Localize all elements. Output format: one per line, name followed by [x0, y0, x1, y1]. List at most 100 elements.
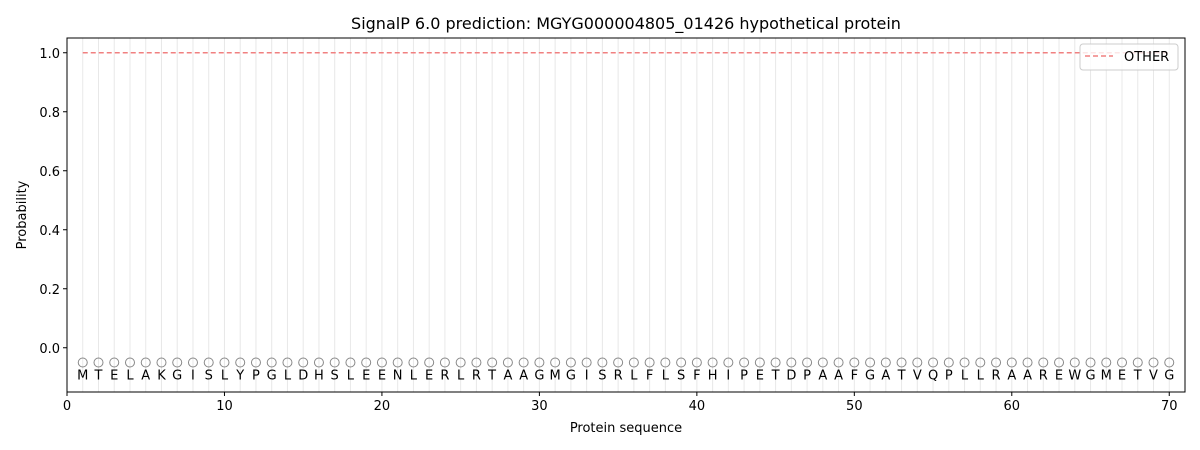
- residue-marker: [361, 357, 372, 368]
- residue-marker: [975, 357, 986, 368]
- y-tick-label: 0.8: [39, 106, 60, 121]
- residue-marker: [1006, 357, 1017, 368]
- residue-marker: [313, 357, 324, 368]
- residue-letter: G: [865, 368, 875, 383]
- residue-marker: [471, 357, 482, 368]
- residue-marker: [928, 357, 939, 368]
- residue-letter: S: [677, 368, 685, 383]
- residue-marker: [1022, 357, 1033, 368]
- residue-letter: G: [1164, 368, 1174, 383]
- residue-marker: [1069, 357, 1080, 368]
- y-tick-label: 0.4: [39, 224, 60, 239]
- residue-marker: [912, 357, 923, 368]
- residue-letter: T: [1133, 368, 1142, 383]
- residue-marker: [754, 357, 765, 368]
- x-tick-label: 20: [374, 399, 391, 414]
- residue-letter: V: [1149, 368, 1158, 383]
- residue-marker: [550, 357, 561, 368]
- residue-marker: [439, 357, 450, 368]
- residue-letter: I: [726, 368, 730, 383]
- residue-marker: [770, 357, 781, 368]
- plot-frame: [66, 37, 1186, 393]
- residue-letter: I: [191, 368, 195, 383]
- x-axis: 0 10 20 30 40 50 60 70: [63, 392, 1178, 414]
- y-tick-label: 0.0: [39, 342, 60, 357]
- residue-marker: [943, 357, 954, 368]
- residue-marker: [723, 357, 734, 368]
- residue-letter: A: [141, 368, 150, 383]
- residue-letter: A: [519, 368, 528, 383]
- residue-letter: E: [1118, 368, 1126, 383]
- residue-letter: E: [756, 368, 764, 383]
- x-tick-label: 50: [846, 399, 863, 414]
- y-axis: 0.0 0.2 0.4 0.6 0.8 1.0: [39, 47, 67, 357]
- x-tick-label: 40: [689, 399, 706, 414]
- y-tick-label: 0.6: [39, 165, 60, 180]
- residue-marker: [880, 357, 891, 368]
- residue-marker: [786, 357, 797, 368]
- residue-marker: [534, 357, 545, 368]
- residue-letter: A: [1007, 368, 1016, 383]
- residue-letter: T: [897, 368, 906, 383]
- residue-marker: [424, 357, 435, 368]
- residue-letter: R: [1039, 368, 1048, 383]
- residue-marker: [124, 357, 135, 368]
- residue-letter: E: [425, 368, 433, 383]
- residue-marker: [392, 357, 403, 368]
- x-tick-label: 60: [1004, 399, 1021, 414]
- residue-marker: [329, 357, 340, 368]
- residue-letter: A: [834, 368, 843, 383]
- residue-letter: L: [126, 368, 134, 383]
- legend-label-other: OTHER: [1124, 50, 1169, 65]
- residue-marker: [266, 357, 277, 368]
- residue-letter: M: [550, 368, 561, 383]
- residue-marker: [1101, 357, 1112, 368]
- residue-marker: [817, 357, 828, 368]
- x-tick-label: 30: [531, 399, 548, 414]
- residue-marker: [1132, 357, 1143, 368]
- residue-letter: P: [252, 368, 260, 383]
- residue-letter: G: [1085, 368, 1095, 383]
- residue-letter: R: [440, 368, 449, 383]
- residue-letter: D: [786, 368, 796, 383]
- residue-marker: [93, 357, 104, 368]
- residue-letter: H: [708, 368, 718, 383]
- residue-marker: [865, 357, 876, 368]
- residue-letter: A: [818, 368, 827, 383]
- residue-letter: L: [977, 368, 985, 383]
- residue-marker: [802, 357, 813, 368]
- residue-marker: [1117, 357, 1128, 368]
- residue-letter: F: [693, 368, 700, 383]
- residue-letter: M: [77, 368, 88, 383]
- residue-marker: [219, 357, 230, 368]
- residue-letter: P: [803, 368, 811, 383]
- residue-letter: G: [172, 368, 182, 383]
- legend-box: [1079, 43, 1179, 71]
- residue-letter: R: [992, 368, 1001, 383]
- residue-letter: T: [487, 368, 496, 383]
- residue-letter: R: [614, 368, 623, 383]
- residue-marker: [707, 357, 718, 368]
- x-tick-label: 70: [1161, 399, 1178, 414]
- residue-marker: [376, 357, 387, 368]
- residue-letter: G: [566, 368, 576, 383]
- residue-letter: M: [1101, 368, 1112, 383]
- residue-marker: [1148, 357, 1159, 368]
- residue-letter: H: [314, 368, 324, 383]
- residue-marker: [1054, 357, 1065, 368]
- residue-letter: S: [205, 368, 213, 383]
- chart-title: SignalP 6.0 prediction: MGYG000004805_01…: [351, 14, 901, 34]
- residue-marker: [644, 357, 655, 368]
- residue-letter: L: [284, 368, 292, 383]
- residue-marker: [345, 357, 356, 368]
- residue-letter: D: [298, 368, 308, 383]
- residue-letter: E: [1055, 368, 1063, 383]
- residue-letter: K: [157, 368, 166, 383]
- residue-marker: [187, 357, 198, 368]
- residue-marker: [203, 357, 214, 368]
- grid-lines: [82, 38, 1170, 392]
- x-tick-label: 10: [216, 399, 233, 414]
- residue-marker: [77, 357, 88, 368]
- residue-letter: S: [598, 368, 606, 383]
